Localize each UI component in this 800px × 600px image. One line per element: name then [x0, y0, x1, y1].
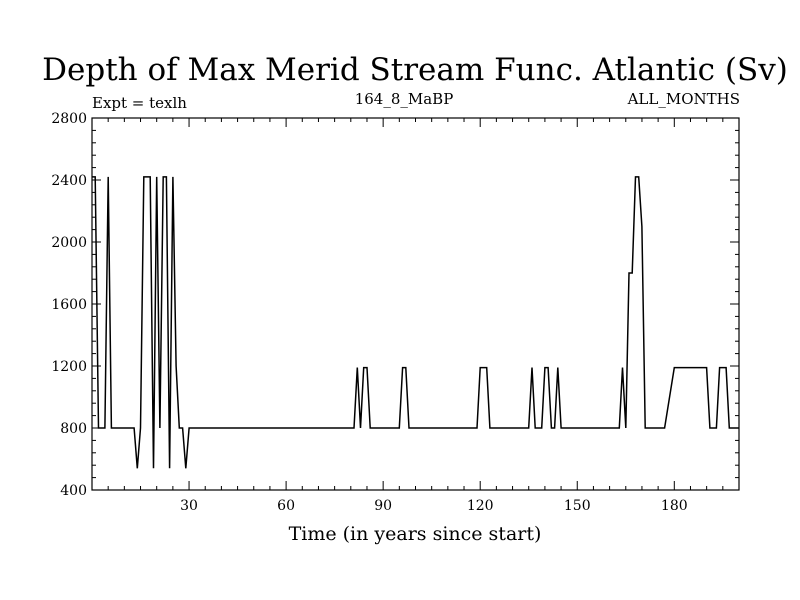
- y-tick-label: 800: [60, 421, 87, 437]
- subtitle-right: ALL_MONTHS: [627, 90, 740, 108]
- y-tick-label: 1600: [51, 297, 87, 313]
- y-tick-label: 2000: [51, 235, 87, 251]
- x-tick-label: 150: [564, 498, 591, 514]
- subtitle-center: 164_8_MaBP: [355, 90, 454, 108]
- tick-labels: 30 60 90 120 150 180 400 800 1200 1600 2000 2400 280…: [51, 111, 687, 514]
- x-axis-title: Time (in years since start): [289, 523, 542, 545]
- y-tick-label: 2400: [51, 173, 87, 189]
- x-tick-label: 60: [277, 498, 295, 514]
- y-tick-label: 1200: [51, 359, 87, 375]
- tick-marks: [92, 118, 739, 490]
- y-tick-label: 2800: [51, 111, 87, 127]
- subtitle-left: Expt = texlh: [92, 94, 187, 112]
- y-tick-label: 400: [60, 483, 87, 499]
- x-tick-label: 90: [374, 498, 392, 514]
- series-line: [92, 176, 739, 469]
- x-tick-label: 180: [661, 498, 688, 514]
- x-tick-label: 120: [467, 498, 494, 514]
- chart-title: Depth of Max Merid Stream Func. Atlantic…: [42, 52, 788, 88]
- x-tick-label: 30: [180, 498, 198, 514]
